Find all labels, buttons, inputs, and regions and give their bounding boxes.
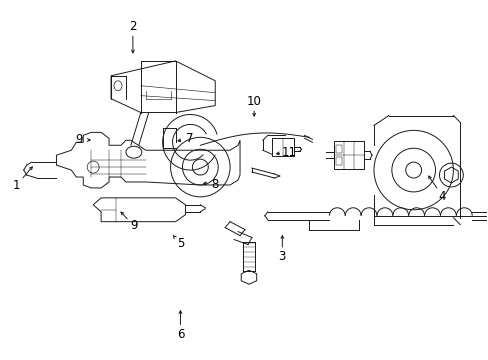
Text: 3: 3 xyxy=(278,250,285,263)
Bar xyxy=(271,138,293,156)
Text: 7: 7 xyxy=(186,132,194,145)
Text: 10: 10 xyxy=(246,95,261,108)
Text: 4: 4 xyxy=(438,190,446,203)
Text: 6: 6 xyxy=(176,328,184,341)
Bar xyxy=(336,157,342,165)
Text: 1: 1 xyxy=(13,179,20,192)
Text: 9: 9 xyxy=(130,219,137,232)
Bar xyxy=(334,141,364,169)
Text: 9: 9 xyxy=(75,134,82,147)
Text: 5: 5 xyxy=(176,237,184,250)
Text: 8: 8 xyxy=(211,178,219,191)
Text: 11: 11 xyxy=(281,146,296,159)
Text: 2: 2 xyxy=(129,20,136,33)
Bar xyxy=(336,145,342,153)
